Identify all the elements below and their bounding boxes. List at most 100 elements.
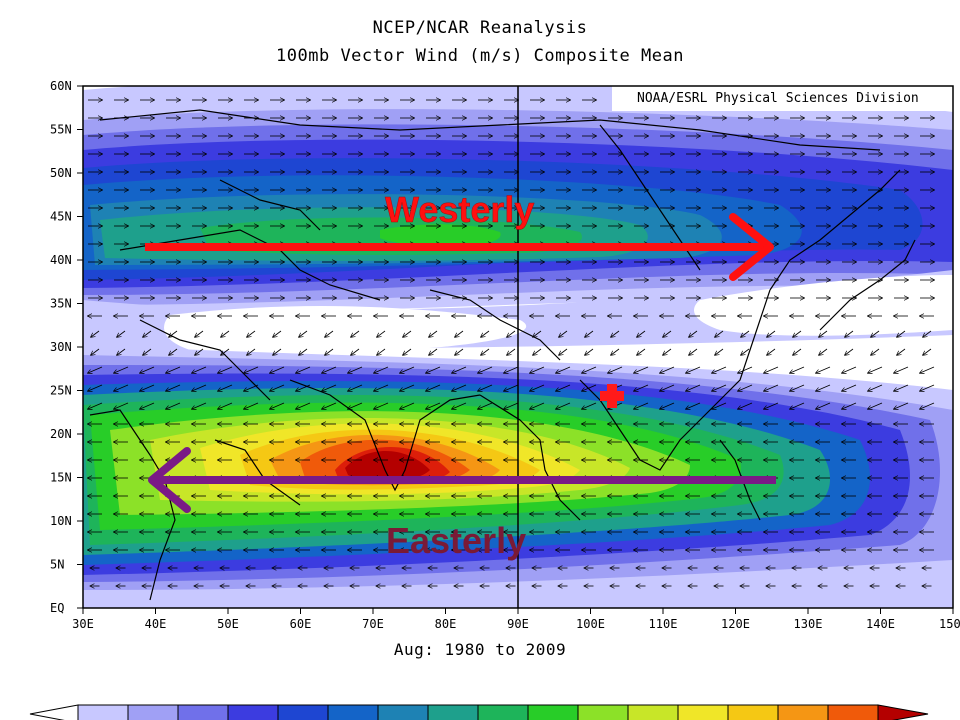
wind-vector bbox=[923, 330, 932, 337]
wind-vector bbox=[166, 384, 181, 391]
wind-vector bbox=[429, 348, 438, 355]
wind-vector bbox=[348, 384, 363, 391]
wind-vector bbox=[377, 330, 386, 337]
wind-vector bbox=[764, 366, 779, 373]
x-tick-label: 30E bbox=[72, 617, 94, 631]
colorbar-low-arrow bbox=[29, 704, 79, 720]
wind-vector bbox=[793, 348, 802, 355]
colorbar-swatch bbox=[427, 704, 479, 720]
wind-vectors bbox=[88, 100, 934, 586]
x-tick-label: 130E bbox=[794, 617, 823, 631]
colorbar-swatch bbox=[177, 704, 229, 720]
wind-vector bbox=[351, 330, 360, 337]
wind-vector bbox=[166, 402, 181, 409]
wind-vector bbox=[299, 348, 308, 355]
wind-vector bbox=[403, 330, 412, 337]
x-tick-label: 100E bbox=[576, 617, 605, 631]
wind-vector bbox=[218, 366, 233, 373]
wind-vector bbox=[920, 402, 935, 409]
wind-vector bbox=[689, 348, 698, 355]
wind-vector bbox=[585, 330, 594, 337]
wind-vector bbox=[637, 348, 646, 355]
wind-vector bbox=[322, 366, 337, 373]
wind-vector bbox=[530, 384, 545, 391]
wind-vector bbox=[270, 402, 285, 409]
colorbar-swatch bbox=[527, 704, 579, 720]
x-axis: 30E 40E 50E 60E 70E 80E 90E 100E 110E 120E 130E 140… bbox=[72, 608, 960, 631]
wind-vector bbox=[611, 330, 620, 337]
calm-band-white bbox=[164, 305, 527, 353]
wind-vector bbox=[556, 402, 571, 409]
wind-vector bbox=[114, 366, 129, 373]
wind-vector bbox=[663, 330, 672, 337]
wind-vector bbox=[530, 402, 545, 409]
wind-vector bbox=[325, 348, 334, 355]
wind-vector bbox=[325, 330, 334, 337]
wind-vector bbox=[634, 402, 649, 409]
wind-vector bbox=[712, 384, 727, 391]
wind-vector bbox=[114, 384, 129, 391]
wind-vector bbox=[582, 402, 597, 409]
wind-vector bbox=[452, 384, 467, 391]
wind-vector bbox=[117, 330, 126, 337]
wind-vector bbox=[634, 384, 649, 391]
wind-vector bbox=[426, 366, 441, 373]
wind-vector bbox=[296, 384, 311, 391]
wind-vector bbox=[764, 402, 779, 409]
wind-vector bbox=[481, 330, 490, 337]
wind-vector bbox=[270, 384, 285, 391]
westerly-label: Westerly bbox=[385, 189, 534, 230]
wind-vector bbox=[192, 402, 207, 409]
wind-vector bbox=[559, 348, 568, 355]
wind-vector bbox=[169, 330, 178, 337]
wind-vector bbox=[192, 366, 207, 373]
wind-vector bbox=[140, 402, 155, 409]
wind-vector bbox=[91, 330, 100, 337]
wind-vector bbox=[374, 402, 389, 409]
y-tick-label: 20N bbox=[50, 427, 72, 441]
wind-vector bbox=[842, 384, 857, 391]
x-tick-label: 70E bbox=[362, 617, 384, 631]
wind-vector bbox=[712, 366, 727, 373]
wind-vector bbox=[452, 366, 467, 373]
wind-vector bbox=[582, 384, 597, 391]
wind-vector bbox=[868, 384, 883, 391]
x-tick-label: 110E bbox=[649, 617, 678, 631]
colorbar bbox=[29, 704, 929, 720]
wind-vector bbox=[296, 366, 311, 373]
wind-vector bbox=[634, 366, 649, 373]
wind-vector bbox=[764, 384, 779, 391]
wind-vector bbox=[585, 348, 594, 355]
wind-vector bbox=[244, 384, 259, 391]
wind-vector bbox=[117, 348, 126, 355]
wind-vector bbox=[582, 366, 597, 373]
wind-vector bbox=[166, 366, 181, 373]
wind-vector bbox=[790, 402, 805, 409]
wind-vector bbox=[88, 402, 103, 409]
wind-vector bbox=[920, 384, 935, 391]
wind-vector bbox=[738, 384, 753, 391]
colorbar-swatch bbox=[477, 704, 529, 720]
wind-vector bbox=[793, 330, 802, 337]
x-tick-label: 150 bbox=[939, 617, 960, 631]
wind-vector bbox=[767, 348, 776, 355]
wind-vector bbox=[741, 348, 750, 355]
wind-vector bbox=[686, 384, 701, 391]
y-tick-label: 50N bbox=[50, 166, 72, 180]
y-tick-label: 10N bbox=[50, 514, 72, 528]
wind-vector bbox=[195, 348, 204, 355]
credit-text: NOAA/ESRL Physical Sciences Division bbox=[637, 91, 919, 106]
wind-vector bbox=[299, 330, 308, 337]
wind-vector bbox=[244, 366, 259, 373]
wind-vector bbox=[816, 366, 831, 373]
wind-vector bbox=[143, 330, 152, 337]
wind-vector bbox=[816, 384, 831, 391]
easterly-arrow bbox=[148, 447, 776, 513]
jet-band-10 bbox=[380, 224, 501, 246]
wind-vector bbox=[533, 330, 542, 337]
y-tick-label: 30N bbox=[50, 340, 72, 354]
wind-vector bbox=[715, 330, 724, 337]
wind-vector bbox=[845, 348, 854, 355]
wind-vector bbox=[426, 402, 441, 409]
